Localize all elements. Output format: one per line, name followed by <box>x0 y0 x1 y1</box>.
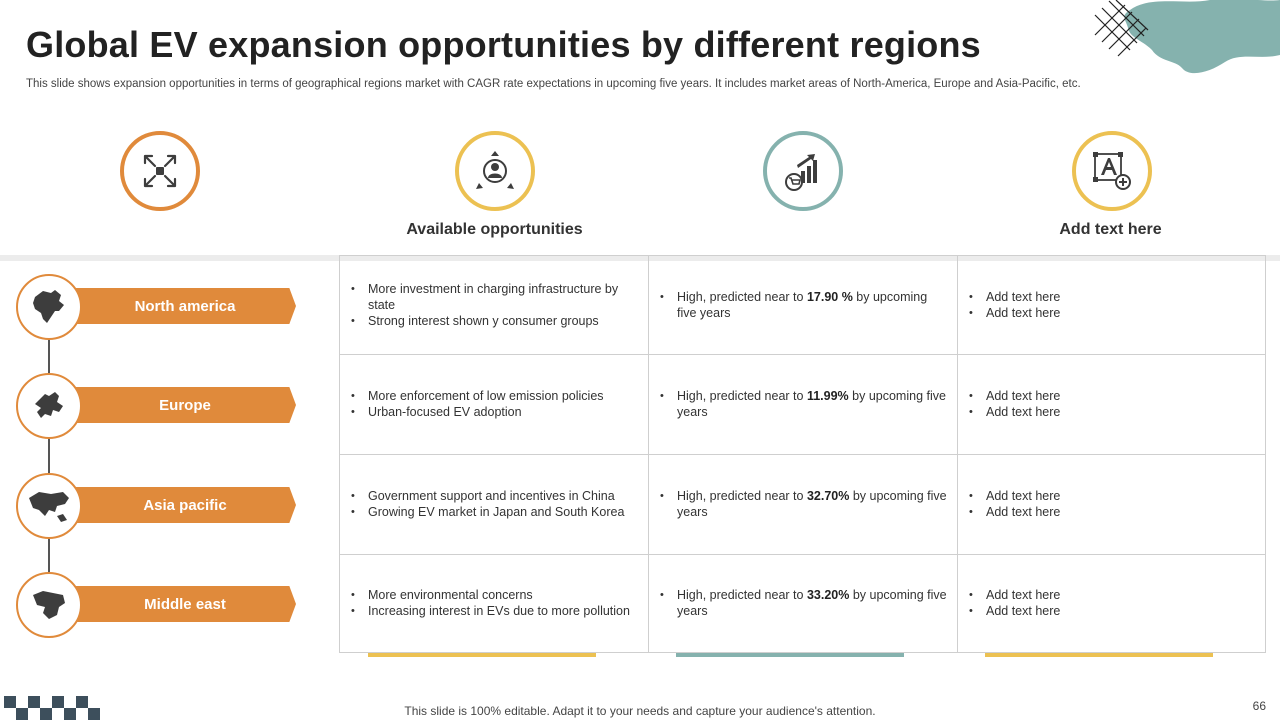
demand-prefix: High, predicted near to <box>677 289 807 304</box>
bullet-list: More enforcement of low emission policie… <box>351 388 604 420</box>
bullet-item: High, predicted near to 33.20% by upcomi… <box>660 587 947 619</box>
growth-chart-cart-icon <box>785 154 817 191</box>
region-name: Europe <box>159 396 211 414</box>
bullet-item: Add text here <box>969 587 1060 603</box>
region-label: Europe <box>74 387 296 423</box>
extra-icon-circle <box>1072 131 1152 211</box>
bullet-item: High, predicted near to 32.70% by upcomi… <box>660 488 947 520</box>
opportunities-cell: Government support and incentives in Chi… <box>339 454 649 555</box>
column-accent-bar <box>985 653 1213 657</box>
bullet-item: Strong interest shown y consumer groups <box>351 313 638 329</box>
region-name: Middle east <box>144 595 226 613</box>
text-add-icon <box>1093 152 1131 190</box>
bullet-list: More environmental concerns Increasing i… <box>351 587 630 619</box>
region-name: Asia pacific <box>143 496 227 514</box>
bullet-item: Add text here <box>969 488 1060 504</box>
bullet-item: Growing EV market in Japan and South Kor… <box>351 504 624 520</box>
demand-suffix: by upcoming five years <box>677 489 947 519</box>
bullet-item: Add text here <box>969 388 1060 404</box>
demand-prefix: High, predicted near to <box>677 588 807 602</box>
bullet-list: More investment in charging infrastructu… <box>351 281 638 329</box>
bullet-item: Add text here <box>969 404 1060 420</box>
column-accent-bar <box>368 653 596 657</box>
decorative-splash <box>1094 0 1280 74</box>
bullet-item: More investment in charging infrastructu… <box>351 281 638 313</box>
demand-value: 17.90 % <box>806 289 853 304</box>
bullet-item: High, predicted near to 17.90 % by upcom… <box>660 289 947 321</box>
extra-cell: Add text here Add text here <box>957 554 1266 653</box>
bullet-item: Increasing interest in EVs due to more p… <box>351 603 630 619</box>
column-header-extra: Add text here <box>971 204 1250 256</box>
demand-cell: High, predicted near to 11.99% by upcomi… <box>648 354 958 455</box>
demand-suffix: by upcoming five years <box>677 389 946 419</box>
extra-cell: Add text here Add text here <box>957 255 1266 355</box>
column-header-opportunities: Available opportunities <box>355 204 634 256</box>
demand-value: 32.70% <box>806 489 850 503</box>
extra-cell: Add text here Add text here <box>957 454 1266 555</box>
bullet-list: High, predicted near to 17.90 % by upcom… <box>660 289 947 321</box>
page-number: 66 <box>1252 699 1266 713</box>
extra-cell: Add text here Add text here <box>957 354 1266 455</box>
bullet-item: Add text here <box>969 603 1060 619</box>
column-header-label: Add text here <box>1059 221 1162 238</box>
middle-east-map-icon <box>33 591 65 619</box>
bullet-list: Government support and incentives in Chi… <box>351 488 624 520</box>
bullet-item: Add text here <box>969 504 1060 520</box>
bullet-item: More enforcement of low emission policie… <box>351 388 604 404</box>
column-header-area: Area <box>21 204 300 256</box>
footer-note: This slide is 100% editable. Adapt it to… <box>404 704 876 718</box>
page-subtitle: This slide shows expansion opportunities… <box>26 78 1081 90</box>
column-accent-bar <box>676 653 904 657</box>
demand-value: 33.20% <box>806 588 850 602</box>
demand-prefix: High, predicted near to <box>677 389 807 403</box>
bullet-item: Add text here <box>969 305 1060 321</box>
demand-prefix: High, predicted near to <box>677 489 807 503</box>
region-name: North america <box>134 297 236 315</box>
demand-cell: High, predicted near to 32.70% by upcomi… <box>648 454 958 555</box>
column-header-label: Expected rise in demand <box>708 221 897 238</box>
header-divider <box>0 255 1280 261</box>
area-icon-circle <box>120 131 200 211</box>
demand-suffix: by upcoming five years <box>677 588 947 618</box>
north-america-map-badge <box>16 274 82 340</box>
bullet-list: Add text here Add text here <box>969 388 1060 420</box>
bullet-item: Urban-focused EV adoption <box>351 404 604 420</box>
europe-map-badge <box>16 373 82 439</box>
opportunities-cell: More environmental concerns Increasing i… <box>339 554 649 653</box>
opportunities-icon-circle <box>455 131 535 211</box>
bullet-list: High, predicted near to 33.20% by upcomi… <box>660 587 947 619</box>
europe-map-icon <box>35 392 63 418</box>
bullet-item: More environmental concerns <box>351 587 630 603</box>
row-connector-line <box>48 300 50 610</box>
demand-cell: High, predicted near to 17.90 % by upcom… <box>648 255 958 355</box>
asia-pacific-map-icon <box>29 492 69 522</box>
bullet-list: Add text here Add text here <box>969 587 1060 619</box>
bullet-item: Government support and incentives in Chi… <box>351 488 624 504</box>
middle-east-map-badge <box>16 572 82 638</box>
bullet-list: Add text here Add text here <box>969 289 1060 321</box>
bullet-list: Add text here Add text here <box>969 488 1060 520</box>
opportunities-cell: More enforcement of low emission policie… <box>339 354 649 455</box>
column-header-demand: Expected rise in demand <box>663 204 942 256</box>
column-header-label: Available opportunities <box>406 221 583 238</box>
network-people-icon <box>476 151 514 189</box>
expand-arrows-icon <box>143 154 177 188</box>
demand-cell: High, predicted near to 33.20% by upcomi… <box>648 554 958 653</box>
region-label: Middle east <box>74 586 296 622</box>
bullet-list: High, predicted near to 11.99% by upcomi… <box>660 388 947 420</box>
decorative-checker <box>4 696 100 720</box>
bullet-item: Add text here <box>969 289 1060 305</box>
opportunities-cell: More investment in charging infrastructu… <box>339 255 649 355</box>
north-america-map-icon <box>33 290 64 323</box>
bullet-list: High, predicted near to 32.70% by upcomi… <box>660 488 947 520</box>
page-title: Global EV expansion opportunities by dif… <box>26 24 981 65</box>
asia-pacific-map-badge <box>16 473 82 539</box>
region-label: Asia pacific <box>74 487 296 523</box>
demand-suffix: by upcoming five years <box>677 289 928 320</box>
region-label: North america <box>74 288 296 324</box>
column-header-label: Area <box>142 221 179 238</box>
bullet-item: High, predicted near to 11.99% by upcomi… <box>660 388 947 420</box>
demand-value: 11.99% <box>806 389 849 403</box>
demand-icon-circle <box>763 131 843 211</box>
